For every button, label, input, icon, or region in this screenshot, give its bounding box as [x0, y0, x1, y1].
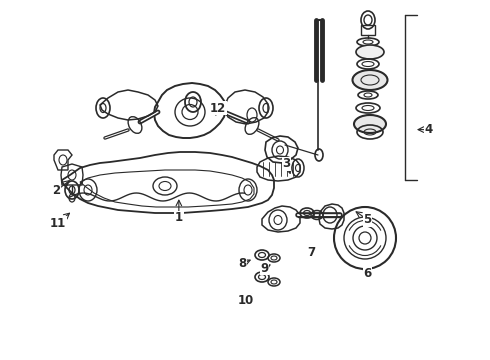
Ellipse shape [352, 70, 388, 90]
Text: 12: 12 [210, 102, 226, 114]
Text: 4: 4 [425, 123, 433, 136]
Text: 6: 6 [364, 267, 371, 280]
Text: 8: 8 [239, 257, 246, 270]
Ellipse shape [354, 115, 386, 133]
Text: 3: 3 [283, 157, 291, 170]
Text: 10: 10 [238, 294, 254, 307]
Text: 11: 11 [49, 217, 66, 230]
Text: 7: 7 [307, 246, 315, 258]
Text: 2: 2 [52, 184, 60, 197]
Text: 9: 9 [261, 262, 269, 275]
Text: 1: 1 [175, 211, 183, 224]
Ellipse shape [356, 45, 384, 59]
Text: 5: 5 [364, 213, 371, 226]
